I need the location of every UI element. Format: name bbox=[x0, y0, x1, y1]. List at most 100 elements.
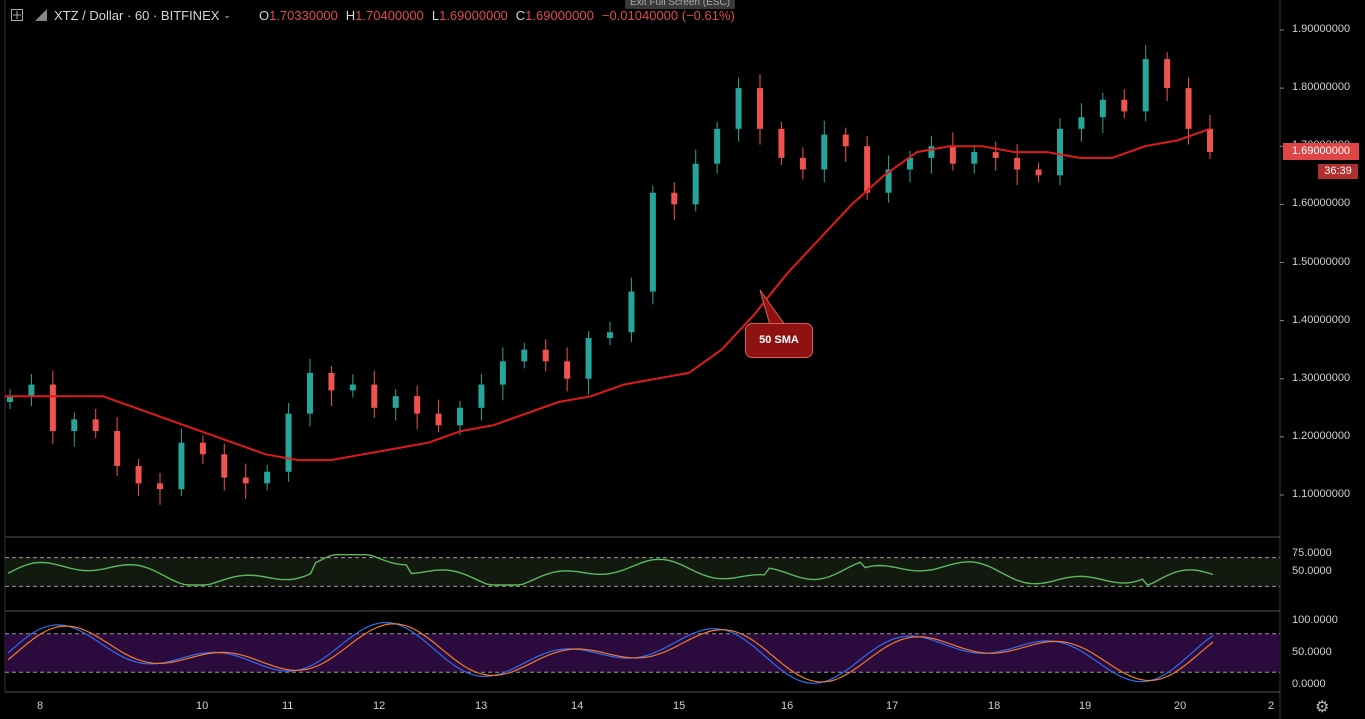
candle-body bbox=[285, 413, 292, 472]
stoch-k-line bbox=[7, 621, 1214, 684]
candle-body bbox=[114, 431, 121, 466]
candle-body bbox=[564, 361, 571, 379]
low-value: 1.69000000 bbox=[439, 7, 508, 23]
stoch-band bbox=[5, 633, 1280, 673]
stoch-axis-label: 100.0000 bbox=[1292, 614, 1338, 626]
chart-header: XTZ / Dollar · 60 · BITFINEX ⌄ O1.703300… bbox=[0, 0, 1280, 30]
candle-body bbox=[649, 192, 656, 292]
expand-icon[interactable] bbox=[10, 8, 24, 22]
time-axis-label: 10 bbox=[196, 700, 209, 712]
candle-body bbox=[49, 384, 56, 432]
candle-body bbox=[435, 413, 442, 426]
ohlc-values: O1.70330000 H1.70400000 L1.69000000 C1.6… bbox=[259, 8, 735, 23]
countdown-tag: 36:39 bbox=[1318, 164, 1358, 179]
time-axis-label: 11 bbox=[282, 700, 294, 712]
candle-body bbox=[842, 134, 849, 147]
price-axis-label: 1.80000000 bbox=[1292, 81, 1351, 94]
candle-body bbox=[821, 134, 828, 170]
candle-body bbox=[607, 332, 613, 339]
candle-body bbox=[71, 419, 78, 432]
candle-body bbox=[221, 454, 228, 478]
candle-body bbox=[1014, 157, 1021, 170]
time-axis-label: 2 bbox=[1268, 700, 1275, 712]
symbol-logo-icon bbox=[34, 8, 48, 22]
exit-fullscreen-tooltip[interactable]: Exit Full Screen (ESC) bbox=[625, 0, 736, 9]
candle-body bbox=[521, 349, 528, 362]
candle-body bbox=[735, 88, 742, 129]
high-label: H bbox=[345, 7, 356, 23]
time-axis-label: 18 bbox=[988, 700, 1001, 712]
candle-body bbox=[992, 152, 999, 158]
candle-body bbox=[1057, 128, 1063, 176]
candle-body bbox=[307, 372, 313, 414]
candle-body bbox=[199, 442, 206, 455]
time-axis-label: 12 bbox=[373, 700, 386, 712]
time-axis-label: 19 bbox=[1079, 700, 1092, 712]
rsi-axis-label: 75.0000 bbox=[1292, 547, 1332, 559]
sma-callout[interactable]: 50 SMA bbox=[745, 323, 813, 358]
candle-body bbox=[1035, 169, 1042, 176]
price-axis-label: 1.10000000 bbox=[1292, 488, 1351, 500]
candle-body bbox=[778, 128, 785, 158]
price-axis-label: 1.30000000 bbox=[1292, 371, 1351, 384]
candle-body bbox=[157, 483, 163, 490]
candle-body bbox=[1164, 59, 1171, 89]
candle-body bbox=[414, 396, 421, 414]
candle-body bbox=[1121, 99, 1128, 112]
close-label: C bbox=[515, 7, 526, 23]
candle-body bbox=[1099, 99, 1106, 118]
candle-body bbox=[7, 396, 13, 402]
open-value: 1.70330000 bbox=[269, 7, 338, 23]
stoch-axis-label: 50.0000 bbox=[1292, 646, 1332, 658]
candle-body bbox=[542, 349, 549, 362]
price-axis-label: 1.90000000 bbox=[1292, 23, 1351, 35]
change-value: −0.01040000 (−0.61%) bbox=[601, 7, 735, 23]
candle-body bbox=[1185, 88, 1192, 129]
candle-body bbox=[864, 146, 871, 193]
rsi-axis-label: 50.0000 bbox=[1292, 565, 1332, 577]
low-label: L bbox=[431, 7, 440, 23]
candle-body bbox=[928, 146, 935, 158]
candle-body bbox=[1207, 128, 1213, 153]
settings-gear-icon[interactable]: ⚙ bbox=[1315, 699, 1330, 716]
candle-body bbox=[349, 384, 356, 391]
candle-body bbox=[799, 157, 806, 170]
close-value: 1.69000000 bbox=[525, 7, 594, 23]
candle-body bbox=[949, 146, 956, 164]
candle-body bbox=[628, 291, 635, 333]
candle-body bbox=[499, 361, 506, 385]
chevron-down-icon[interactable]: ⌄ bbox=[223, 9, 231, 20]
candle-body bbox=[328, 372, 335, 391]
price-axis-label: 1.60000000 bbox=[1292, 197, 1351, 210]
candle-body bbox=[671, 192, 678, 205]
rsi-line bbox=[7, 554, 1214, 586]
candle-body bbox=[692, 163, 699, 205]
candle-body bbox=[971, 152, 978, 164]
candle-body bbox=[714, 128, 721, 164]
time-axis-label: 8 bbox=[37, 700, 44, 712]
time-axis-label: 16 bbox=[781, 700, 794, 712]
symbol-title[interactable]: XTZ / Dollar · 60 · BITFINEX bbox=[54, 7, 220, 23]
time-axis-label: 15 bbox=[673, 700, 686, 712]
time-axis-label: 17 bbox=[886, 700, 899, 712]
candle-body bbox=[1142, 59, 1149, 112]
candle-body bbox=[178, 442, 185, 490]
callout-pointer bbox=[759, 289, 786, 326]
stoch-axis-label: 0.0000 bbox=[1292, 678, 1326, 690]
price-axis-label: 1.50000000 bbox=[1292, 255, 1351, 268]
candle-body bbox=[242, 477, 249, 484]
time-axis-label: 14 bbox=[571, 700, 584, 712]
candle-body bbox=[135, 465, 142, 484]
price-axis-label: 1.40000000 bbox=[1292, 313, 1351, 326]
stoch-d-line bbox=[7, 623, 1214, 683]
price-axis-label: 1.20000000 bbox=[1292, 429, 1351, 442]
candle-body bbox=[392, 396, 399, 408]
candle-body bbox=[478, 384, 485, 408]
candle-body bbox=[885, 169, 892, 193]
candle-body bbox=[907, 157, 913, 170]
candle-body bbox=[457, 407, 463, 426]
candle-body bbox=[371, 384, 378, 408]
time-axis-label: 13 bbox=[475, 700, 488, 712]
candle-body bbox=[264, 471, 271, 484]
